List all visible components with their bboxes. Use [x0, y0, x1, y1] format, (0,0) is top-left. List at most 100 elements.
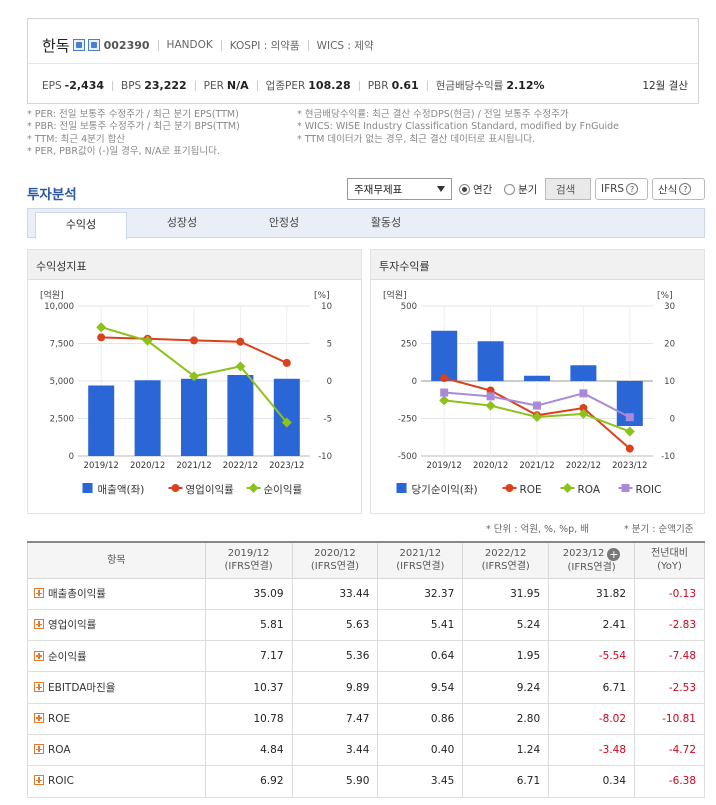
- row-label-2[interactable]: 순이익률: [27, 640, 206, 673]
- point-3: [236, 337, 245, 346]
- table-cell: 0.86: [377, 702, 464, 735]
- tab-activity[interactable]: 활동성: [370, 216, 402, 229]
- tab-profitability[interactable]: 수익성: [35, 212, 127, 239]
- expand-plus-icon[interactable]: [34, 712, 44, 723]
- column-header: 2019/12 (IFRS연결): [204, 541, 293, 579]
- metric-5: 현금배당수익률 2.12%: [436, 78, 545, 93]
- row-label-6[interactable]: ROIC: [27, 765, 206, 798]
- bar-0: [88, 385, 115, 456]
- legend-item-2[interactable]: ROA: [560, 483, 601, 496]
- table-row: ROA 4.84 3.44 0.40 1.24 -3.48 -4.72: [27, 733, 705, 767]
- legend-item-2[interactable]: 순이익률: [246, 483, 303, 496]
- point-3: [579, 404, 588, 412]
- left-tick-label: -500: [398, 452, 417, 462]
- left-tick-label: 0: [69, 452, 74, 462]
- return-chart: [억원] [%] 500 30 250 20 0 10 -250 0 -500 -10 2019/12 2…: [383, 289, 675, 496]
- left-tick-label: 7,500: [50, 340, 74, 350]
- row-label-5[interactable]: ROA: [27, 733, 206, 767]
- x-tick-label: 2020/12: [130, 461, 165, 471]
- table-cell: 5.41: [377, 608, 464, 642]
- metric-value: 108.28: [308, 79, 351, 92]
- expand-plus-icon[interactable]: [34, 650, 44, 661]
- bar-2: [524, 375, 550, 381]
- metric-2: PER N/A: [204, 79, 249, 92]
- row-label-1[interactable]: 영업이익률: [27, 608, 206, 642]
- point-1: [486, 392, 495, 401]
- legend-label: ROA: [578, 484, 601, 496]
- x-tick-label: 2021/12: [519, 461, 554, 471]
- home-badge-icon[interactable]: [87, 39, 100, 51]
- table-cell: 35.09: [204, 577, 293, 610]
- tab-stability[interactable]: 안정성: [268, 216, 300, 229]
- legend-item-0[interactable]: 당기순이익(좌): [396, 483, 478, 496]
- table-cell: 1.24: [462, 733, 550, 767]
- table-row: EBITDA마진율 10.37 9.89 9.54 9.24 6.71 -2.53: [27, 671, 705, 704]
- right-tick-label: -5: [324, 415, 332, 425]
- add-column-icon[interactable]: +: [607, 547, 621, 561]
- row-label-text: ROE: [48, 712, 71, 725]
- left-tick-label: -250: [398, 415, 417, 425]
- legend-item-1[interactable]: 영업이익률: [168, 483, 235, 496]
- formula-help-button[interactable]: 산식 ?: [652, 178, 705, 200]
- table-cell: 0.40: [377, 733, 464, 767]
- note-line: * WICS: WISE Industry Classification Sta…: [297, 121, 619, 133]
- search-button[interactable]: 검색: [545, 178, 591, 200]
- metric-label: PBR: [367, 80, 389, 92]
- table-cell: 5.24: [462, 608, 550, 642]
- table-cell: 31.82: [548, 577, 636, 610]
- legend-marker: [248, 483, 259, 493]
- chart-panel-title: 수익성지표: [28, 250, 361, 280]
- legend-label: 매출액(좌): [98, 484, 145, 496]
- note-line: * PER, PBR값이 (-)일 경우, N/A로 표기됩니다.: [27, 145, 220, 157]
- row-label-text: EBITDA마진율: [48, 682, 116, 695]
- table-cell: 9.24: [462, 671, 550, 704]
- table-cell: -3.48: [548, 733, 636, 767]
- expand-plus-icon[interactable]: [34, 619, 44, 630]
- row-label-0[interactable]: 매출총이익률: [27, 577, 206, 610]
- legend-marker: [171, 484, 180, 492]
- table-cell: 3.44: [291, 733, 379, 767]
- statement-select[interactable]: 주재무제표: [347, 178, 452, 200]
- x-tick-label: 2023/12: [269, 461, 304, 471]
- x-tick-label: 2020/12: [473, 461, 508, 471]
- legend-marker: [621, 484, 630, 492]
- metric-label: BPS: [121, 80, 142, 92]
- notes-right: * 현금배당수익률: 최근 결산 수정DPS(현금) / 전일 보통주 수정주가…: [297, 109, 619, 146]
- right-tick-label: 10: [664, 377, 675, 387]
- right-tick-label: 20: [664, 340, 675, 350]
- radio-annual[interactable]: 연간: [459, 182, 492, 197]
- radio-selected-icon: [459, 184, 470, 195]
- metric-3: 업종PER 108.28: [266, 78, 351, 93]
- market-badge-icon[interactable]: [72, 39, 85, 51]
- right-tick-label: 30: [664, 302, 675, 312]
- table-row: ROIC 6.92 5.90 3.45 6.71 0.34 -6.38: [27, 765, 705, 798]
- row-label-4[interactable]: ROE: [27, 702, 206, 735]
- bar-1: [477, 341, 504, 381]
- row-label-3[interactable]: EBITDA마진율: [27, 671, 206, 704]
- chevron-down-icon: [437, 186, 445, 192]
- table-cell: 0.64: [377, 640, 464, 673]
- quarter-note: * 분기 : 순액기준: [624, 524, 694, 535]
- right-unit-label: [%]: [314, 291, 330, 301]
- point-3: [579, 389, 588, 398]
- table-cell: 33.44: [291, 577, 379, 610]
- legend-item-3[interactable]: ROIC: [618, 484, 662, 496]
- point-2: [533, 401, 541, 410]
- legend-swatch: [82, 483, 93, 493]
- profitability-chart: [억원] [%] 10,000 10 7,500 5 5,000 0 2,500 -5 0 -10 20…: [40, 289, 332, 496]
- legend-item-1[interactable]: ROE: [502, 484, 542, 496]
- yoy-cell: -10.81: [634, 702, 705, 735]
- expand-plus-icon[interactable]: [34, 775, 44, 786]
- tab-growth[interactable]: 성장성: [166, 216, 198, 229]
- expand-plus-icon[interactable]: [34, 588, 44, 599]
- radio-quarter[interactable]: 분기: [504, 182, 537, 197]
- legend-item-0[interactable]: 매출액(좌): [82, 483, 145, 496]
- note-line: * TTM 데이터가 없는 경우, 최근 결산 데이터로 표시됩니다.: [297, 133, 536, 145]
- ifrs-help-button[interactable]: IFRS ?: [595, 178, 648, 200]
- expand-plus-icon[interactable]: [34, 682, 44, 693]
- expand-plus-icon[interactable]: [34, 744, 44, 755]
- left-unit-label: [억원]: [383, 289, 407, 301]
- radio-annual-label: 연간: [473, 184, 493, 196]
- left-tick-label: 250: [401, 340, 417, 350]
- point-3: [578, 408, 589, 419]
